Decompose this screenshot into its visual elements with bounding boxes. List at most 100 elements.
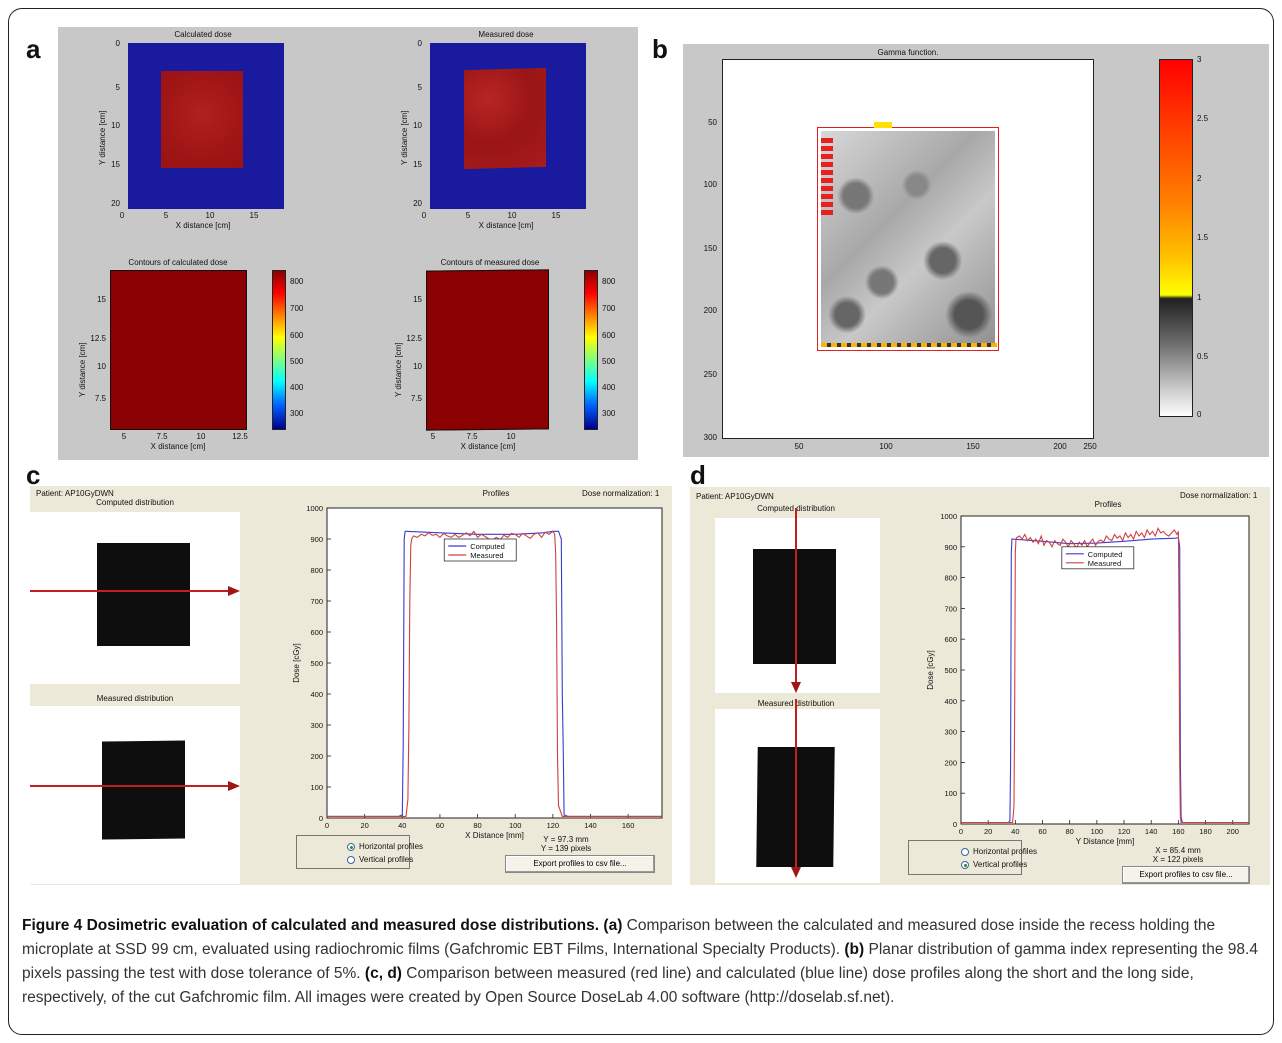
xtick: 5: [121, 432, 127, 441]
cbar-tick: 3: [1197, 55, 1202, 64]
panel-label-d: d: [690, 460, 706, 490]
profile-line: [795, 699, 797, 867]
contour-meas-title: Contours of measured dose: [440, 258, 540, 267]
contour-calc-colorbar: [272, 270, 286, 430]
ytick: 100: [703, 180, 717, 189]
ytick: 150: [703, 244, 717, 253]
y-tick-label: 0: [319, 814, 323, 823]
cbar-tick: 700: [290, 304, 304, 313]
gamma-fail-region: [821, 138, 833, 218]
vertical-profiles-radio[interactable]: [961, 861, 969, 869]
profile-chart-d: 0 100 200 300 400 500 600 700 800 900 1000 0 20 40 60 8…: [926, 512, 1250, 846]
x-tick-label: 0: [325, 821, 329, 830]
calc-dose-title: Calculated dose: [174, 30, 232, 39]
xtick: 150: [966, 442, 980, 451]
x-tick-label: 20: [360, 821, 368, 830]
xtick: 10: [196, 432, 206, 441]
x-tick-label: 120: [1118, 827, 1131, 836]
radio-label: Horizontal profiles: [973, 847, 1038, 856]
caption-a-label: (a): [603, 917, 623, 934]
dose-norm-label: Dose normalization: 1: [1180, 491, 1258, 500]
meas-ylabel: Y distance [cm]: [400, 110, 409, 165]
xtick: 50: [794, 442, 804, 451]
y-tick-label: 800: [310, 566, 323, 575]
horizontal-profiles-radio[interactable]: [961, 848, 969, 856]
ytick: 20: [413, 199, 422, 208]
y-tick-label: 100: [944, 789, 957, 798]
measured-dist-image: [715, 699, 880, 883]
meas-dose-title: Measured dose: [478, 30, 534, 39]
xtick: 15: [551, 211, 561, 220]
vertical-profiles-radio[interactable]: [347, 856, 355, 864]
horizontal-profiles-radio[interactable]: [347, 843, 355, 851]
contour-calc-xlabel: X distance [cm]: [150, 442, 206, 451]
xtick: 0: [421, 211, 427, 220]
xtick: 15: [249, 211, 259, 220]
export-csv-button[interactable]: Export profiles to csv file...: [1122, 866, 1250, 884]
x-tick-label: 200: [1226, 827, 1239, 836]
ytick: 250: [703, 370, 717, 379]
patient-label: Patient: AP10GyDWN: [36, 489, 114, 498]
profile-line: [30, 590, 230, 592]
x-tick-label: 0: [959, 827, 963, 836]
ytick: 10: [111, 121, 120, 130]
panel-b: Gamma function. 50 100 150 200 250 300 5…: [683, 44, 1269, 457]
x-tick-label: 140: [584, 821, 597, 830]
xtick: 10: [506, 432, 516, 441]
coord-px: X = 122 pixels: [1152, 855, 1204, 864]
cbar-tick: 500: [602, 357, 616, 366]
measured-dist-image: [30, 706, 240, 884]
export-csv-button[interactable]: Export profiles to csv file...: [505, 855, 655, 873]
xtick: 12.5: [232, 432, 248, 441]
y-tick-label: 500: [944, 666, 957, 675]
panel-d: Patient: AP10GyDWN Dose normalization: 1…: [690, 487, 1270, 885]
cbar-tick: 1.5: [1197, 233, 1209, 242]
x-tick-label: 80: [1066, 827, 1074, 836]
ytick: 0: [115, 39, 120, 48]
cbar-tick: 400: [290, 383, 304, 392]
ytick: 12.5: [90, 334, 106, 343]
y-tick-label: 400: [310, 690, 323, 699]
cbar-tick: 700: [602, 304, 616, 313]
caption-a-text: Comparison between the calculated and me…: [22, 917, 1216, 958]
y-tick-label: 300: [944, 728, 957, 737]
ytick: 12.5: [406, 334, 422, 343]
xtick: 250: [1083, 442, 1097, 451]
ytick: 50: [708, 118, 717, 127]
y-axis-label: Dose [cGy]: [292, 643, 301, 683]
contour-meas-ylabel: Y distance [cm]: [394, 342, 403, 397]
profiles-title: Profiles: [1094, 500, 1122, 509]
coord-mm: X = 85.4 mm: [1155, 846, 1201, 855]
arrow-down-icon: [791, 867, 801, 878]
patient-label: Patient: AP10GyDWN: [696, 492, 774, 501]
arrow-down-icon: [791, 682, 801, 693]
panel-a: Calculated dose 0 5 10 15 20 0 5 10 15 X…: [58, 27, 638, 460]
xtick: 7.5: [466, 432, 478, 441]
ytick: 20: [111, 199, 120, 208]
series-line-measured: [961, 526, 1249, 824]
legend-label: Measured: [1088, 559, 1121, 568]
x-axis-label: X Distance [mm]: [465, 831, 524, 840]
cbar-tick: 800: [290, 277, 304, 286]
calc-dose-field: [161, 71, 243, 168]
legend-label: Computed: [1088, 550, 1123, 559]
measured-dist-label: Measured distribution: [96, 694, 174, 703]
gamma-field: [821, 131, 995, 347]
gamma-title: Gamma function.: [877, 48, 939, 57]
y-tick-label: 0: [953, 820, 957, 829]
cbar-tick: 2: [1197, 174, 1202, 183]
gamma-marker: [874, 122, 892, 128]
xtick: 100: [879, 442, 893, 451]
y-tick-label: 100: [310, 783, 323, 792]
coord-px: Y = 139 pixels: [540, 844, 592, 853]
y-axis-label: Dose [cGy]: [926, 650, 935, 690]
meas-dose-map: [430, 43, 586, 209]
computed-film: [97, 543, 190, 646]
caption-cd-label: (c, d): [364, 965, 402, 982]
x-axis-label: Y Distance [mm]: [1076, 837, 1135, 846]
caption-cd-text: Comparison between measured (red line) a…: [22, 965, 1194, 1006]
y-tick-label: 500: [310, 659, 323, 668]
computed-dist-image: [715, 508, 880, 693]
y-tick-label: 600: [310, 628, 323, 637]
cbar-tick: 600: [602, 331, 616, 340]
